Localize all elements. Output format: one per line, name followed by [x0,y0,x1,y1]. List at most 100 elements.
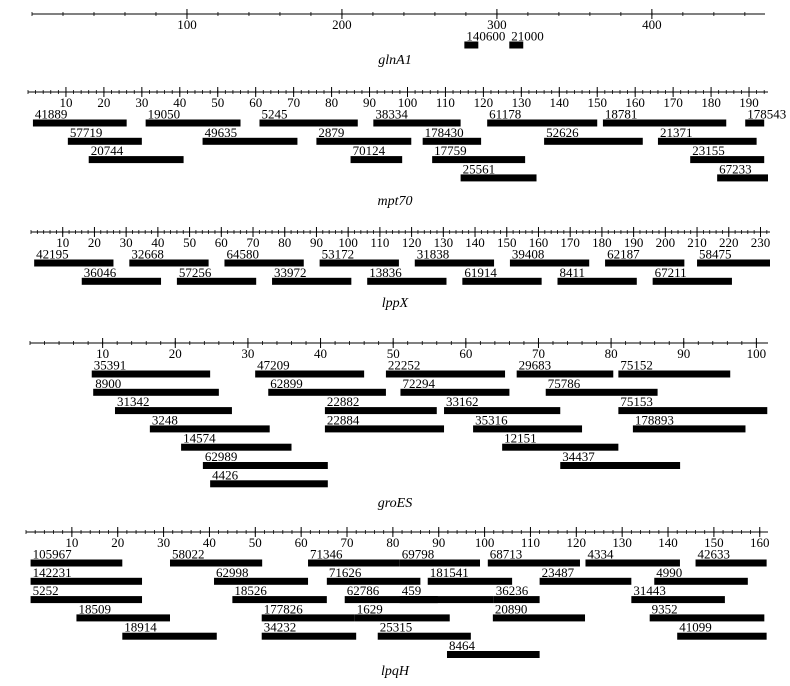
segment-bar [492,614,586,622]
segment-bar [30,559,123,567]
segment-bar [654,577,748,585]
segment-bar [400,388,510,396]
segment-bar [631,596,725,604]
segment-bar [149,425,270,433]
segment-bar [114,407,232,415]
segment-label: 22882 [327,394,360,409]
segment-label: 4426 [212,467,239,482]
segment-label: 75153 [620,394,653,409]
x-tick-label: 150 [497,235,517,250]
segment-label: 62998 [216,565,249,580]
x-tick-label: 60 [459,346,472,361]
segment-label: 34232 [264,620,297,635]
x-tick-label: 70 [247,235,260,250]
segment-label: 67211 [655,265,687,280]
segment-bar [585,559,680,567]
x-tick-label: 80 [605,346,618,361]
x-tick-label: 170 [663,95,683,110]
segment-bar [214,577,309,585]
panel-title: glnA1 [378,53,411,68]
segment-label: 35316 [475,412,508,427]
x-tick-label: 40 [173,95,186,110]
x-tick-label: 10 [96,346,109,361]
segment-label: 105967 [33,547,73,562]
segment-label: 178430 [425,125,464,140]
segment-label: 140600 [466,29,505,44]
segment-label: 22884 [327,412,360,427]
x-tick-label: 190 [624,235,644,250]
x-tick-label: 110 [521,535,540,550]
panel-title: groES [378,496,412,511]
x-tick-label: 160 [750,535,770,550]
segment-bar [502,443,619,451]
segment-bar [344,596,438,604]
segment-bar [560,462,681,469]
segment-label: 62989 [205,449,238,464]
segment-label: 177826 [264,601,304,616]
segment-label: 53172 [322,247,355,262]
segment-label: 18509 [78,601,111,616]
segment-bar [493,596,540,604]
segment-bar [367,277,447,285]
segment-label: 9352 [652,601,678,616]
x-tick-label: 110 [370,235,389,250]
segment-label: 12151 [504,431,536,446]
segment-bar [326,577,421,585]
x-tick-label: 120 [402,235,422,250]
segment-bar [122,632,217,640]
segment-bar [444,407,561,415]
segment-bar [399,596,494,604]
segment-bar [414,259,495,267]
x-tick-label: 100 [177,17,197,32]
x-tick-label: 150 [587,95,607,110]
x-tick-label: 210 [687,235,707,250]
segment-label: 75152 [620,358,653,373]
segment-bar [268,388,386,396]
x-tick-label: 100 [475,535,495,550]
x-tick-label: 80 [386,535,399,550]
segment-label: 68713 [490,547,523,562]
x-tick-label: 130 [512,95,532,110]
segment-bar [602,119,727,127]
x-tick-label: 30 [241,346,254,361]
segment-label: 47209 [257,358,290,373]
segment-bar [690,156,765,164]
segment-label: 67233 [719,161,752,176]
segment-bar [695,559,767,567]
segment-label: 33162 [446,394,479,409]
x-tick-label: 10 [59,95,72,110]
segment-label: 64580 [226,247,259,262]
segment-bar [93,388,219,396]
segment-bar [422,137,482,145]
segment-label: 14574 [183,431,216,446]
segment-bar [202,137,298,145]
segment-bar [618,370,731,378]
x-tick-label: 30 [135,95,148,110]
x-tick-label: 70 [287,95,300,110]
x-tick-label: 130 [612,535,632,550]
x-tick-label: 40 [314,346,327,361]
segment-bar [717,174,768,182]
segment-label: 5245 [261,107,287,122]
segment-bar [30,577,143,585]
segment-label: 21371 [660,125,693,140]
segment-label: 25561 [463,161,496,176]
segment-bar [544,137,643,145]
segment-label: 142231 [33,565,72,580]
segment-bar [399,559,481,567]
segment-bar [462,277,542,285]
x-tick-label: 80 [278,235,291,250]
x-tick-label: 20 [169,346,182,361]
x-tick-label: 160 [529,235,549,250]
x-tick-label: 30 [157,535,170,550]
segment-label: 42633 [698,547,731,562]
segment-label: 17759 [434,143,467,158]
segment-label: 52626 [546,125,579,140]
segment-label: 38334 [375,107,408,122]
x-tick-label: 40 [151,235,164,250]
segment-label: 19050 [148,107,181,122]
segment-bar [232,596,327,604]
segment-label: 181541 [430,565,469,580]
segment-label: 62899 [270,376,303,391]
